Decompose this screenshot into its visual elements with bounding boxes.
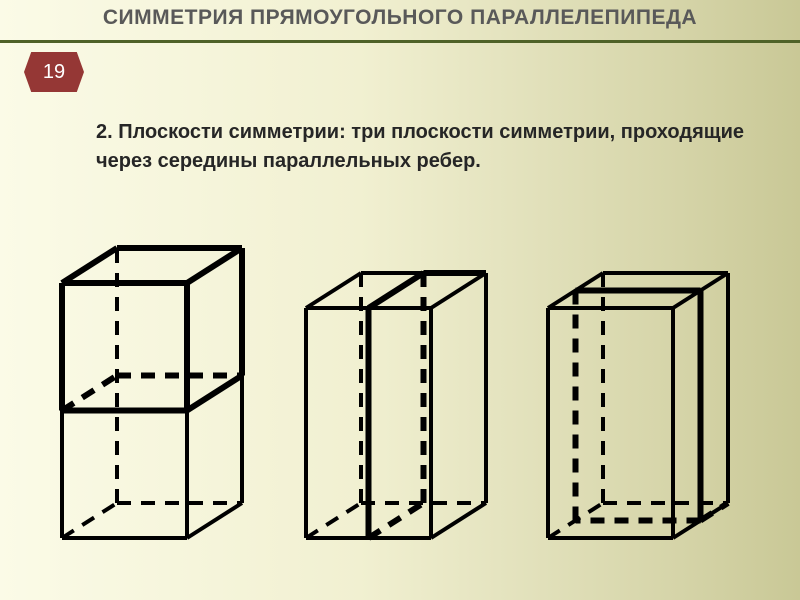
bullet-row: 2. Плоскости симметрии: три плоскости си… <box>88 118 770 176</box>
accent-bar <box>0 40 800 43</box>
page-title: СИММЕТРИЯ ПРЯМОУГОЛЬНОГО ПАРАЛЛЕЛЕПИПЕДА <box>0 6 800 30</box>
geometry-diagrams <box>0 200 800 570</box>
page-number-badge: 19 <box>24 52 84 92</box>
bullet-text: 2. Плоскости симметрии: три плоскости си… <box>96 118 770 176</box>
